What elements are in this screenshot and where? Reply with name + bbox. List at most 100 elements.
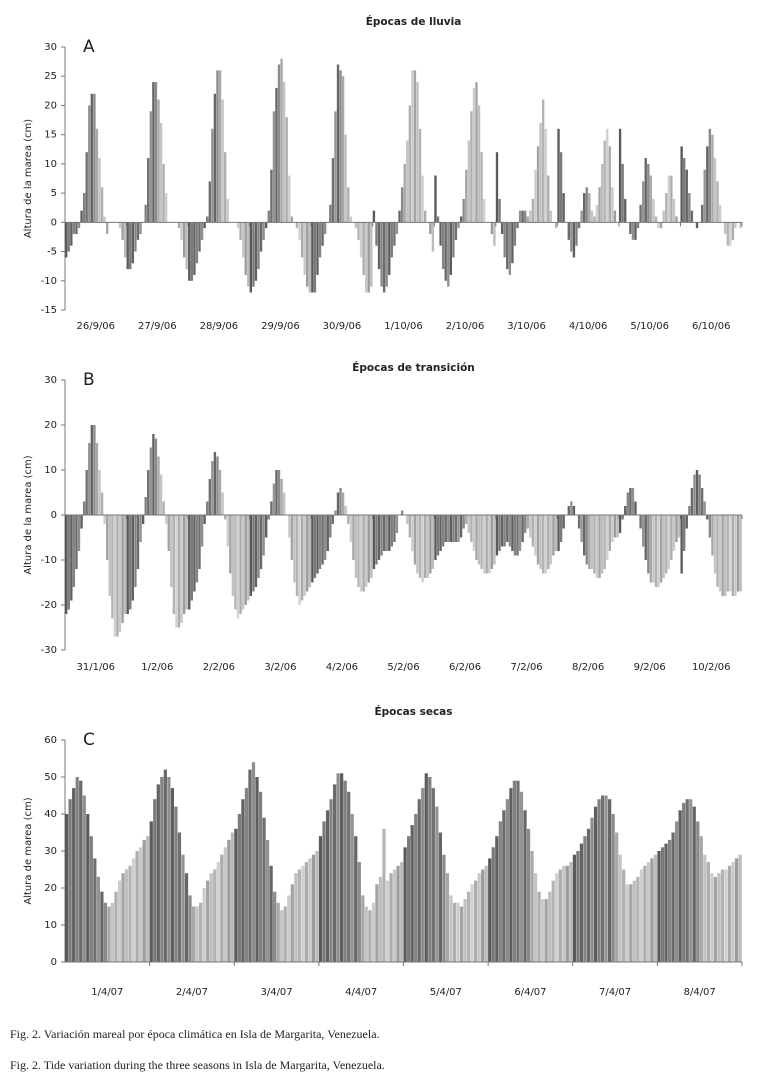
bar <box>595 515 599 578</box>
bar <box>277 470 281 515</box>
bar <box>696 821 700 962</box>
bar <box>357 862 361 962</box>
bar <box>188 515 191 610</box>
bar <box>382 828 386 962</box>
bar <box>462 198 465 223</box>
bar <box>570 501 573 515</box>
bar <box>549 210 553 223</box>
bar <box>65 515 68 614</box>
bar <box>675 216 678 223</box>
bar <box>118 515 122 632</box>
bar <box>98 158 101 223</box>
bar <box>213 869 217 962</box>
bar <box>647 163 650 223</box>
bar <box>530 851 534 962</box>
bar <box>529 515 532 538</box>
bar <box>541 515 545 574</box>
bar <box>569 862 573 962</box>
bar <box>211 461 214 515</box>
bar <box>90 425 94 515</box>
bar <box>682 802 686 962</box>
bar <box>378 876 383 962</box>
bar <box>480 152 483 223</box>
bar <box>608 799 612 962</box>
bar <box>297 869 301 962</box>
bar <box>252 222 255 287</box>
bar <box>290 515 294 560</box>
bar <box>688 506 691 515</box>
bar <box>526 515 529 529</box>
bar <box>523 810 527 962</box>
bar <box>139 515 142 542</box>
bar <box>123 222 127 258</box>
x-tick-label: 4/4/07 <box>345 987 377 998</box>
bar <box>359 515 363 592</box>
bar <box>465 169 468 223</box>
bar <box>370 222 373 287</box>
bar <box>121 222 124 240</box>
bar <box>269 865 273 962</box>
bar <box>724 222 727 235</box>
bar <box>153 799 157 962</box>
bar <box>280 479 283 515</box>
bar <box>165 193 168 223</box>
bar <box>506 222 509 270</box>
bar <box>426 515 429 578</box>
bar <box>700 204 704 223</box>
bar <box>431 222 435 252</box>
bar <box>734 515 737 596</box>
bar <box>227 839 231 962</box>
bar <box>195 515 199 583</box>
bar <box>270 501 273 515</box>
bar <box>218 70 222 223</box>
bar <box>593 806 598 962</box>
bar <box>441 515 445 547</box>
bar <box>583 515 586 556</box>
bar <box>590 515 594 569</box>
bar <box>124 869 129 962</box>
x-tick-label: 4/2/06 <box>326 662 358 673</box>
bar <box>88 105 91 223</box>
bar <box>690 488 694 515</box>
bar <box>590 210 594 223</box>
bar <box>339 70 342 223</box>
bar <box>690 210 694 223</box>
bar <box>624 506 627 515</box>
bar <box>459 515 463 538</box>
bar <box>170 788 175 962</box>
bar <box>67 515 70 610</box>
bar <box>600 163 604 223</box>
bar <box>424 773 428 962</box>
bar <box>716 181 719 223</box>
bar <box>488 858 492 962</box>
bar <box>344 134 347 223</box>
bar <box>129 515 132 610</box>
bar <box>539 515 542 569</box>
bar <box>193 222 196 275</box>
caption: Fig. 2. Tide variation during the three … <box>10 1058 385 1072</box>
bar <box>72 788 76 962</box>
bar <box>600 795 605 962</box>
bar <box>567 506 570 515</box>
bar <box>152 434 155 515</box>
bar <box>295 222 299 229</box>
bar <box>467 140 470 223</box>
bar <box>467 515 470 533</box>
bar <box>147 470 150 515</box>
bar <box>82 501 86 515</box>
bar <box>385 515 388 551</box>
bar <box>128 865 132 962</box>
x-tick-label: 29/9/06 <box>261 321 300 332</box>
bar <box>331 515 335 524</box>
bar <box>424 210 427 223</box>
panel-label: A <box>83 37 95 57</box>
bar <box>703 854 707 962</box>
bar <box>650 858 654 962</box>
bar <box>129 222 132 270</box>
y-tick-label: 40 <box>44 809 57 820</box>
bar <box>154 82 158 223</box>
bar <box>139 847 143 962</box>
bar <box>285 117 288 223</box>
bar <box>200 222 204 240</box>
bar <box>77 222 81 229</box>
